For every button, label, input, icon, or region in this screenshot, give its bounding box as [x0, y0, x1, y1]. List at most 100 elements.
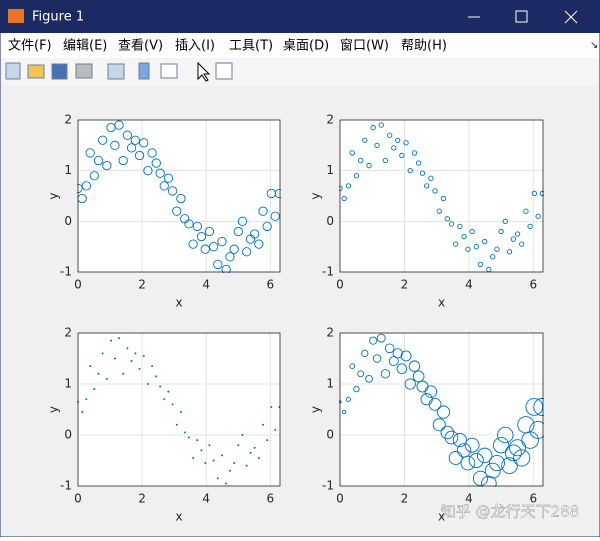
point [481, 475, 497, 487]
point [89, 171, 100, 181]
point [415, 160, 422, 166]
point [506, 249, 513, 255]
point [362, 137, 368, 143]
point [105, 377, 108, 380]
point [130, 135, 141, 145]
y-tick-label: 1 [64, 163, 72, 177]
point [253, 446, 256, 449]
point [212, 459, 215, 462]
point [192, 221, 202, 232]
point [440, 425, 455, 440]
point [444, 216, 450, 222]
y-tick-label: -1 [60, 265, 72, 279]
menu-item[interactable]: 工具(T) [229, 39, 273, 54]
save-icon[interactable] [51, 63, 68, 80]
menu-item[interactable]: 窗口(W) [340, 38, 389, 54]
point [376, 333, 386, 343]
legend-icon[interactable] [160, 63, 178, 79]
y-tick-label: 0 [64, 214, 72, 228]
menu-bar [1, 33, 599, 58]
point [85, 398, 88, 401]
point [345, 396, 351, 402]
print-icon[interactable] [75, 63, 93, 79]
point [208, 242, 219, 252]
x-tick-label: 4 [202, 492, 210, 506]
new-icon[interactable] [5, 62, 21, 80]
point [217, 236, 227, 247]
point [424, 183, 430, 189]
point [464, 437, 480, 453]
point [349, 150, 355, 156]
point [392, 348, 403, 359]
scatter-layer [339, 333, 544, 487]
point [504, 444, 522, 462]
point [400, 350, 412, 362]
point [270, 405, 273, 408]
point [113, 357, 116, 360]
axes-box [339, 119, 544, 273]
point [501, 457, 518, 474]
menu-item[interactable]: 插入(I) [175, 39, 215, 54]
point [237, 216, 248, 226]
maximize-button[interactable] [515, 10, 528, 23]
point [382, 157, 389, 164]
point [349, 363, 356, 370]
property-icon[interactable] [215, 62, 233, 80]
point [237, 444, 240, 447]
point [245, 464, 248, 467]
point [513, 449, 531, 467]
point [461, 233, 467, 240]
x-tick-label: 2 [138, 492, 146, 506]
x-axis-label: x [438, 510, 445, 524]
watermark: 知乎 @龙行天下288 [441, 503, 579, 521]
point [341, 195, 347, 202]
point [192, 456, 195, 459]
y-tick-label: 1 [326, 163, 334, 177]
point [419, 170, 426, 176]
window-title: Figure 1 [32, 10, 84, 25]
point [151, 365, 154, 368]
point [391, 145, 397, 151]
point [490, 254, 496, 260]
open-icon[interactable] [27, 64, 45, 79]
menu-item[interactable]: 帮助(H) [401, 39, 447, 54]
point [159, 181, 169, 191]
point [155, 375, 158, 378]
point [147, 148, 157, 158]
point [200, 449, 203, 452]
point [403, 140, 409, 146]
point [384, 343, 395, 354]
point [225, 482, 228, 485]
point [460, 455, 476, 471]
point [221, 264, 231, 273]
point [143, 166, 153, 176]
x-tick-label: 0 [336, 278, 344, 292]
toolbar [1, 58, 599, 86]
point [175, 423, 178, 426]
point [233, 462, 236, 465]
colorbar-icon[interactable] [138, 62, 150, 80]
menu-item[interactable]: 查看(V) [118, 38, 163, 54]
menu-item[interactable]: 桌面(D) [283, 39, 329, 54]
menu-item[interactable]: 文件(F) [8, 39, 52, 54]
close-button[interactable] [564, 10, 578, 24]
menu-item[interactable]: 编辑(E) [63, 39, 107, 54]
point [404, 378, 416, 390]
point [208, 444, 211, 447]
point [142, 354, 145, 357]
point [270, 211, 280, 221]
point [188, 239, 198, 249]
point [432, 418, 446, 432]
x-tick-label: 6 [267, 492, 275, 506]
x-tick-label: 2 [138, 278, 146, 292]
pointer-icon[interactable] [197, 61, 211, 82]
menu-arrow: ↘ [590, 40, 598, 51]
y-tick-label: 1 [326, 377, 334, 391]
point [498, 228, 504, 235]
point [436, 208, 442, 214]
point [529, 420, 544, 439]
link-icon[interactable] [107, 63, 125, 80]
point [370, 124, 376, 131]
point [213, 259, 223, 270]
x-tick-label: 4 [465, 278, 473, 292]
